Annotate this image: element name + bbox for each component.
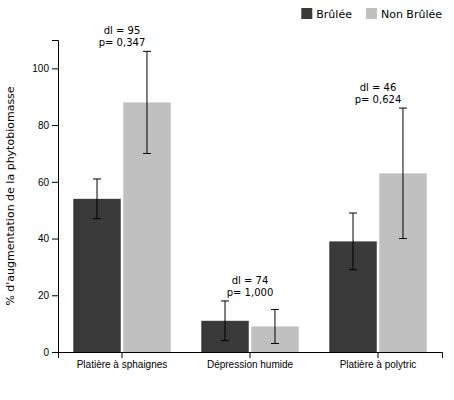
x-tick-label: Dépression humide (207, 359, 294, 370)
error-bar-cap (349, 213, 357, 214)
y-tick-mark (52, 352, 58, 353)
legend-swatch (301, 8, 312, 19)
x-tick: Platière à polytric (340, 352, 417, 370)
y-tick: 80 (38, 120, 58, 131)
error-bar-cap (399, 238, 407, 239)
y-tick-label: 0 (43, 347, 49, 358)
error-bar-stem (274, 309, 275, 343)
error-bar (349, 213, 357, 270)
error-bar (399, 108, 407, 238)
series (123, 51, 426, 352)
error-bar-cap (399, 108, 407, 109)
x-tick: Dépression humide (207, 352, 294, 370)
x-tick-label: Platière à polytric (340, 359, 417, 370)
error-bar (143, 51, 151, 153)
x-axis: Platière à sphaignes Dépression humide Pla… (59, 352, 443, 370)
x-tick: Platière à sphaignes (77, 352, 168, 370)
y-axis: 0 20 40 60 80 100 (32, 41, 58, 358)
error-bar-stem (353, 213, 354, 270)
series (73, 179, 376, 352)
error-bar-stem (146, 51, 147, 153)
annotations: dl = 95p= 0,347 dl = 74p= 1,000 dl = 46p= … (99, 25, 402, 298)
error-bar-cap (271, 309, 279, 310)
y-tick-label: 20 (38, 290, 50, 301)
x-tick-mark (122, 352, 123, 358)
x-tick-label: Platière à sphaignes (77, 359, 168, 370)
error-bar-stem (97, 179, 98, 219)
y-tick-mark (52, 125, 58, 126)
error-bar-cap (271, 343, 279, 344)
marks (73, 51, 426, 352)
y-axis-line (52, 41, 59, 353)
y-tick: 0 (43, 347, 58, 358)
y-tick: 20 (38, 290, 58, 301)
bar (73, 199, 120, 352)
legend-label: Brûlée (316, 8, 352, 21)
y-tick-label: 80 (38, 120, 50, 131)
y-tick-mark (52, 295, 58, 296)
y-tick-mark (52, 68, 58, 69)
error-bar-cap (143, 153, 151, 154)
error-bar-cap (93, 218, 101, 219)
legend-item: Brûlée (301, 8, 352, 21)
error-bar (271, 309, 279, 343)
error-bar (221, 301, 229, 341)
legend: Brûlée Non Brûlée (301, 8, 442, 21)
y-tick-label: 40 (38, 233, 50, 244)
y-tick: 60 (38, 177, 58, 188)
error-bar (93, 179, 101, 219)
x-tick-mark (250, 352, 251, 358)
y-tick-mark (52, 239, 58, 240)
error-bar-cap (143, 51, 151, 52)
legend-label: Non Brûlée (381, 8, 442, 21)
error-bar-cap (221, 340, 229, 341)
x-tick-mark (378, 352, 379, 358)
annotation: dl = 95p= 0,347 (99, 25, 146, 48)
chart: 0 20 40 60 80 100 Platière à sphaignes Dépressi… (0, 0, 454, 400)
error-bar-cap (221, 300, 229, 301)
y-tick-label: 100 (32, 63, 49, 74)
y-tick-label: 60 (38, 177, 50, 188)
legend-item: Non Brûlée (366, 8, 442, 21)
annotation: dl = 74p= 1,000 (227, 275, 274, 298)
y-tick: 40 (38, 233, 58, 244)
plot: 0 20 40 60 80 100 Platière à sphaignes Dépressi… (32, 25, 442, 370)
y-tick-mark (52, 182, 58, 183)
error-bar-stem (402, 108, 403, 238)
x-axis-line (59, 353, 443, 359)
y-tick: 100 (32, 63, 58, 74)
annotation: dl = 46p= 0,624 (355, 82, 402, 105)
error-bar-cap (93, 178, 101, 179)
legend-swatch (366, 8, 377, 19)
error-bar-stem (225, 301, 226, 341)
error-bar-cap (349, 269, 357, 270)
y-axis-title: % d'augmentation de la phytobiomasse (4, 86, 17, 305)
